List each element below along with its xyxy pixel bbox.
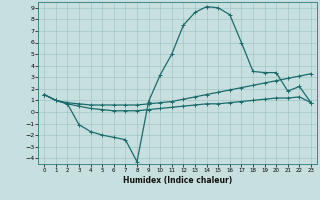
X-axis label: Humidex (Indice chaleur): Humidex (Indice chaleur) bbox=[123, 176, 232, 185]
